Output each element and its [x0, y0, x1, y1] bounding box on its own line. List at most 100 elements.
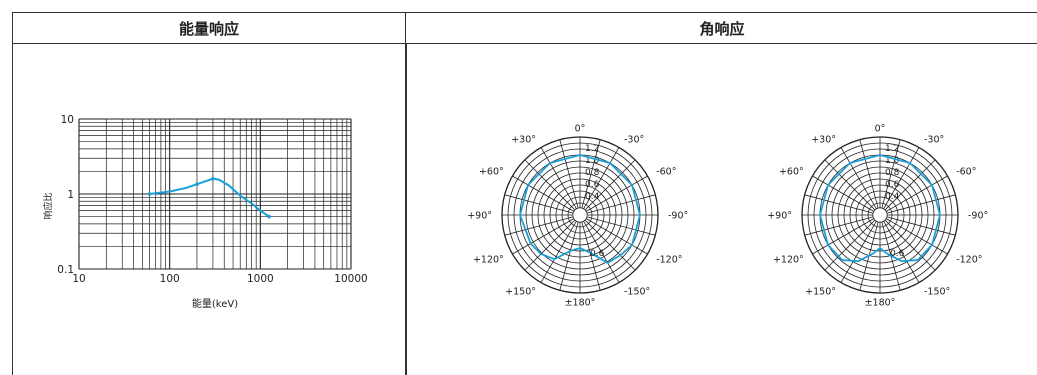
angle-label: +120° [773, 255, 804, 266]
y-tick-label: 10 [61, 114, 74, 126]
radial-tick-label: 0.4 [585, 192, 600, 202]
y-tick-label: 1 [67, 189, 74, 201]
angle-label: +90° [467, 211, 492, 222]
polar-spoke [581, 221, 601, 291]
y-axis-label: 响应比 [42, 192, 54, 219]
polar-spoke [504, 216, 574, 236]
radial-tick-label: 0.8 [885, 168, 900, 178]
data-point [211, 176, 215, 181]
angle-label: -60° [656, 167, 676, 178]
y-tick-label: 0.1 [57, 264, 74, 276]
polar-spoke [584, 219, 636, 271]
data-point [267, 214, 271, 219]
angle-label: -30° [624, 134, 644, 145]
polar-spoke [884, 219, 936, 271]
energy-response-chart: 10 100 1000 10000 0.1 1 10 能量(keV) 响应比 [42, 114, 368, 310]
polar-chart-2: 0.4 0.6 0.8 1.0 1.2 0° -30° -60° -90° -120° -150° ±… [767, 124, 988, 309]
polar-spoke [581, 139, 601, 209]
polar-spoke [586, 194, 656, 214]
polar-spoke [583, 221, 620, 283]
angle-label: -150° [624, 287, 650, 298]
angular-response-header: 角响应 [406, 13, 1037, 44]
x-tick-label: 10000 [334, 273, 367, 285]
x-tick-label: 10 [72, 273, 85, 285]
polar-chart-1: 0.4 0.6 0.8 1.0 1.2 0° -30° -60° -90° -120° -150° ±… [467, 124, 688, 309]
polar-spoke [881, 139, 901, 209]
polar-spoke [824, 219, 876, 271]
energy-response-line [149, 177, 270, 218]
polar-spoke [812, 175, 874, 212]
angle-label: +60° [479, 167, 504, 178]
polar-spoke [540, 221, 577, 283]
polar-spoke [883, 147, 920, 209]
polar-grid [801, 136, 959, 294]
angle-label: +150° [505, 287, 536, 298]
angle-label: +150° [805, 287, 836, 298]
angle-label: +30° [511, 134, 536, 145]
angle-label: ±180° [565, 298, 596, 309]
radial-tick-label: 0.4 [885, 192, 900, 202]
angle-label: +60° [779, 167, 804, 178]
polar-spoke [884, 159, 936, 211]
polar-spoke [886, 194, 956, 214]
angular-response-line [819, 154, 941, 263]
angle-label: 0° [875, 124, 886, 135]
panel-divider [405, 43, 407, 375]
x-tick-label: 1000 [247, 273, 274, 285]
x-tick-label: 100 [160, 273, 180, 285]
energy-response-header: 能量响应 [13, 13, 406, 44]
angle-label: -120° [656, 255, 682, 266]
polar-spoke [812, 218, 874, 255]
polar-spoke [504, 194, 574, 214]
polar-spoke [559, 139, 579, 209]
angle-label: -120° [956, 255, 982, 266]
polar-spoke [804, 194, 874, 214]
polar-spoke [540, 147, 577, 209]
polar-spoke [586, 216, 656, 236]
polar-spoke [859, 139, 879, 209]
bottom-radial-label: 0.6 [890, 249, 905, 259]
polar-spoke [886, 218, 948, 255]
data-point [147, 192, 152, 196]
polar-spoke [886, 216, 956, 236]
angle-label: -90° [668, 211, 688, 222]
polar-grid [501, 136, 659, 294]
angle-label: +90° [767, 211, 792, 222]
radial-tick-label: 1.0 [585, 156, 600, 166]
angular-response-line [519, 154, 641, 264]
x-axis-label: 能量(keV) [192, 297, 238, 310]
radial-tick-label: 1.0 [885, 156, 900, 166]
polar-spoke [559, 221, 579, 291]
angle-label: 0° [575, 124, 586, 135]
polar-spoke [840, 221, 877, 283]
polar-spoke [583, 147, 620, 209]
polar-ring [572, 207, 588, 223]
angle-label: -90° [968, 211, 988, 222]
polar-spoke [524, 219, 576, 271]
angle-label: ±180° [865, 298, 896, 309]
angle-label: -150° [924, 287, 950, 298]
angle-label: -60° [956, 167, 976, 178]
radial-tick-label: 0.8 [585, 168, 600, 178]
polar-spoke [886, 175, 948, 212]
polar-spoke [524, 159, 576, 211]
angle-label: -30° [924, 134, 944, 145]
polar-spoke [586, 175, 648, 212]
polar-spoke [586, 218, 648, 255]
polar-spoke [512, 218, 574, 255]
polar-spoke [824, 159, 876, 211]
radial-tick-label: 1.2 [885, 144, 899, 154]
radial-tick-label: 1.2 [585, 144, 599, 154]
angle-label: +30° [811, 134, 836, 145]
polar-spoke [883, 221, 920, 283]
polar-ring [872, 207, 888, 223]
polar-spoke [840, 147, 877, 209]
data-point [195, 182, 199, 187]
polar-spoke [804, 216, 874, 236]
energy-grid [78, 118, 352, 270]
radial-tick-label: 0.6 [885, 180, 900, 190]
angle-label: +120° [473, 255, 504, 266]
radial-tick-label: 0.6 [585, 180, 600, 190]
polar-spoke [512, 175, 574, 212]
chart-frame: 能量响应 角响应 [12, 12, 1037, 375]
